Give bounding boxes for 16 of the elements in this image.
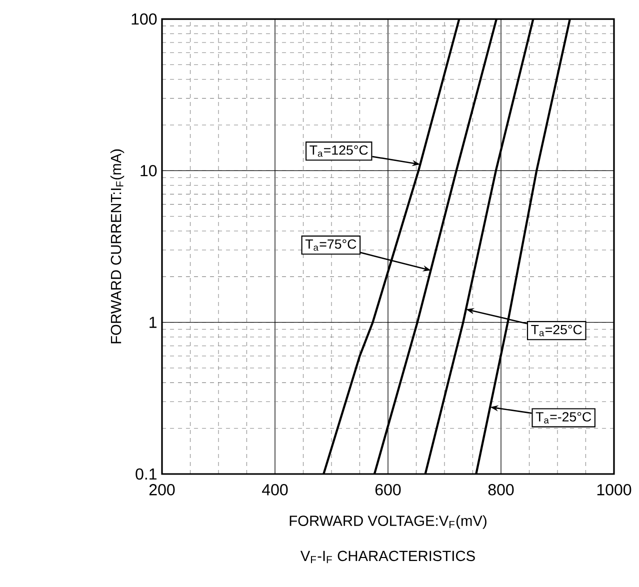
y-tick-label: 10: [140, 165, 157, 176]
text: V$_{F}$-I$_{F}$ CHARACTERISTICS: [300, 550, 475, 564]
annotation: T$_{a}$=-25°C: [536, 412, 592, 424]
y-tick-label: 0.1: [136, 468, 157, 480]
annotation: T$_{a}$=75°C: [305, 239, 356, 251]
y-tick-label: 1: [150, 316, 157, 328]
x-axis-title: FORWARD VOLTAGE:V$_{F}$(mV): [290, 515, 486, 529]
y-axis-title: FORWARD CURRENT:I$_{F}$(mA): [110, 149, 124, 344]
annotation: T$_{a}$=25°C: [531, 324, 582, 336]
y-tick-label: 100: [132, 13, 157, 25]
x-tick-label: 1000: [597, 484, 632, 496]
annotation: T$_{a}$=125°C: [310, 145, 368, 157]
x-tick-label: 400: [262, 484, 288, 496]
x-tick-label: 200: [149, 484, 175, 496]
x-tick-label: 600: [375, 484, 401, 496]
x-tick-label: 800: [488, 484, 514, 496]
